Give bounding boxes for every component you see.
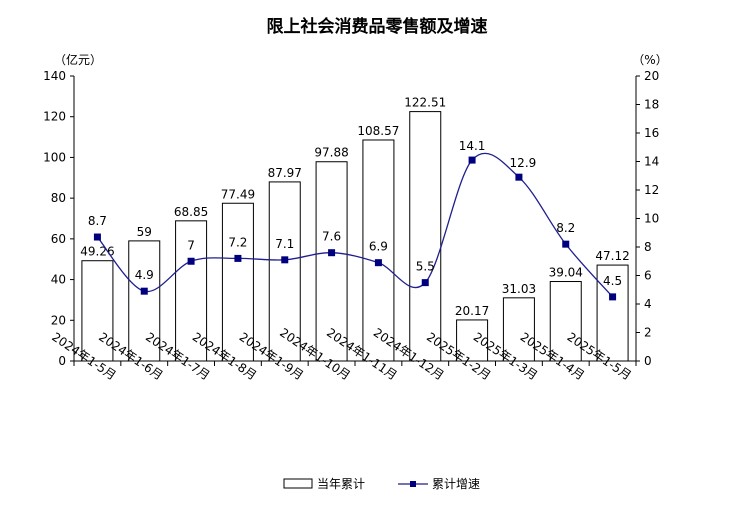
chart-title: 限上社会消费品零售额及增速 — [267, 16, 488, 37]
right-axis: 0 2 4 6 8 10 12 14 16 18 20 — [636, 69, 659, 368]
line-point — [562, 240, 570, 248]
line-value-label: 14.1 — [459, 139, 486, 153]
line-value-label: 7.2 — [228, 235, 247, 249]
line-point — [234, 254, 242, 262]
left-tick-label: 100 — [43, 150, 66, 164]
bar-value-label: 59 — [137, 225, 152, 239]
left-tick-label: 20 — [51, 313, 66, 327]
right-tick-label: 12 — [644, 183, 659, 197]
bar-value-label: 20.17 — [455, 304, 489, 318]
bar — [409, 111, 442, 362]
bar-value-label: 122.51 — [404, 96, 446, 110]
line-value-label: 12.9 — [510, 156, 537, 170]
legend: 当年累计 累计增速 — [283, 477, 480, 491]
line-point — [468, 156, 476, 164]
right-tick-label: 8 — [644, 240, 652, 254]
line-point — [140, 287, 148, 295]
line-value-label: 7.1 — [275, 237, 294, 251]
right-tick-label: 20 — [644, 69, 659, 83]
bar — [362, 139, 395, 362]
left-tick-label: 60 — [51, 232, 66, 246]
bar-series: 49.26 59 68.85 77.49 87.97 97.88 108.57 122.51 2… — [80, 96, 630, 362]
right-axis-unit: （%） — [632, 53, 667, 67]
growth-line — [96, 152, 614, 298]
legend-line-marker — [410, 481, 416, 487]
bar — [549, 281, 582, 362]
bar-value-label: 97.88 — [314, 146, 348, 160]
line-point — [374, 259, 382, 267]
legend-bar-label: 当年累计 — [317, 477, 365, 491]
right-tick-label: 2 — [644, 326, 652, 340]
left-tick-label: 120 — [43, 110, 66, 124]
line-point — [515, 173, 523, 181]
axes — [73, 76, 637, 366]
bar-value-label: 47.12 — [595, 249, 629, 263]
line-value-label: 7 — [187, 238, 195, 252]
line-point — [421, 279, 429, 287]
line-value-label: 5.5 — [416, 260, 435, 274]
line-value-label: 7.6 — [322, 230, 341, 244]
legend-line-label: 累计增速 — [432, 477, 480, 491]
right-tick-label: 10 — [644, 212, 659, 226]
right-tick-label: 18 — [644, 98, 659, 112]
left-tick-label: 80 — [51, 191, 66, 205]
line-value-label: 6.9 — [369, 240, 388, 254]
line-value-label: 4.9 — [135, 268, 154, 282]
bar-value-label: 49.26 — [80, 245, 114, 259]
bar — [221, 202, 254, 362]
line-point — [187, 257, 195, 265]
left-axis-unit: （亿元） — [54, 52, 102, 67]
bar — [175, 220, 208, 362]
right-tick-label: 16 — [644, 126, 659, 140]
left-tick-label: 40 — [51, 273, 66, 287]
line-value-label: 8.7 — [88, 214, 107, 228]
legend-bar-swatch — [283, 478, 313, 489]
bar — [128, 240, 161, 362]
bar-value-label: 108.57 — [357, 124, 399, 138]
line-value-label: 4.5 — [603, 274, 622, 288]
bar-value-label: 39.04 — [549, 266, 583, 280]
line-value-label: 8.2 — [556, 221, 575, 235]
line-point — [281, 256, 289, 264]
right-tick-label: 14 — [644, 155, 659, 169]
right-tick-label: 4 — [644, 297, 652, 311]
left-tick-label: 0 — [58, 354, 66, 368]
right-tick-label: 0 — [644, 354, 652, 368]
line-point — [328, 249, 336, 257]
bar — [596, 264, 629, 362]
line-point — [93, 233, 101, 241]
left-axis: 0 20 40 60 80 100 120 140 — [43, 69, 74, 368]
bar — [268, 181, 301, 362]
bar — [81, 260, 114, 362]
line-series: 8.7 4.9 7 7.2 7.1 7.6 6.9 5.5 14.1 12.9 8.2 4.5 — [88, 139, 622, 301]
bar-value-label: 87.97 — [268, 166, 302, 180]
left-tick-label: 140 — [43, 69, 66, 83]
bar-value-label: 77.49 — [221, 187, 255, 201]
bar-value-label: 31.03 — [502, 282, 536, 296]
line-point — [609, 293, 617, 301]
bar-value-label: 68.85 — [174, 205, 208, 219]
right-tick-label: 6 — [644, 269, 652, 283]
bar — [502, 297, 535, 362]
